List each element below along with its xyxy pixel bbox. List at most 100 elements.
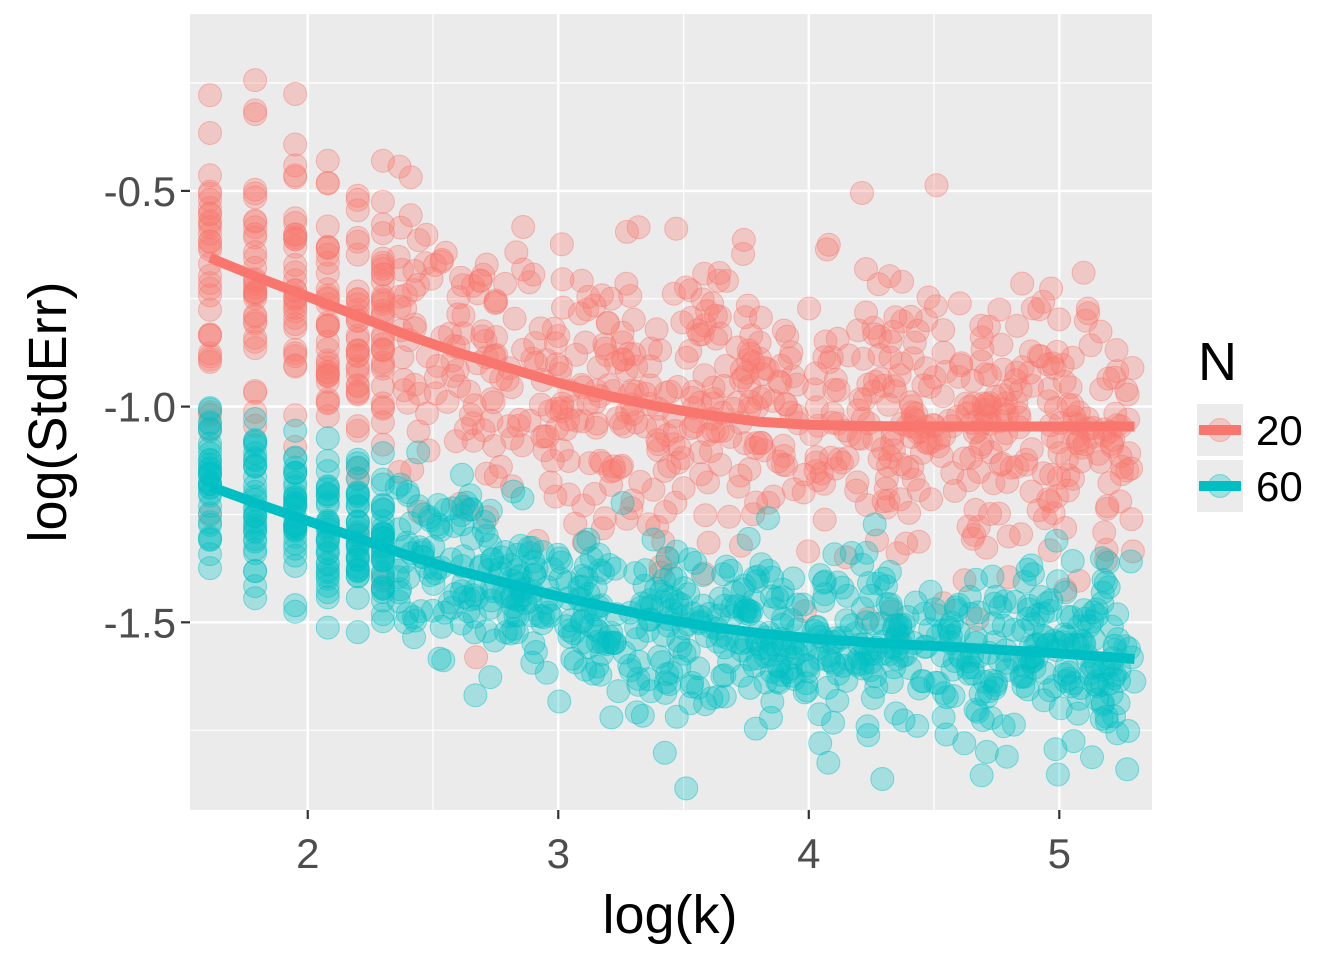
data-point xyxy=(804,445,829,470)
data-point xyxy=(283,455,308,480)
data-point xyxy=(717,649,742,674)
data-point xyxy=(370,588,395,613)
data-point xyxy=(401,605,426,630)
data-point xyxy=(808,731,833,756)
data-point xyxy=(747,330,772,355)
data-point xyxy=(796,539,821,564)
data-point xyxy=(530,424,555,449)
data-point xyxy=(701,386,726,411)
data-point xyxy=(387,459,412,484)
data-point xyxy=(315,148,340,173)
data-point xyxy=(449,611,474,636)
data-point xyxy=(645,514,670,539)
data-point xyxy=(918,579,943,604)
data-point xyxy=(536,600,561,625)
data-point xyxy=(1072,432,1097,457)
data-point xyxy=(941,684,966,708)
data-point xyxy=(450,273,475,298)
data-point xyxy=(618,658,643,683)
data-point xyxy=(370,262,395,287)
data-point xyxy=(283,531,308,556)
data-point xyxy=(626,649,651,674)
data-point xyxy=(541,316,566,341)
data-point xyxy=(448,491,473,516)
data-point xyxy=(655,662,680,687)
data-point xyxy=(493,540,518,564)
data-point xyxy=(878,329,903,354)
data-point xyxy=(462,393,487,418)
data-point xyxy=(989,332,1014,357)
data-point xyxy=(1020,373,1045,398)
data-point xyxy=(809,461,834,486)
data-point xyxy=(493,620,518,645)
data-point xyxy=(505,542,530,567)
data-point xyxy=(581,661,606,686)
data-point xyxy=(1071,260,1096,285)
data-point xyxy=(638,354,663,379)
data-point xyxy=(435,389,460,414)
data-point xyxy=(283,222,308,247)
data-point xyxy=(1115,757,1140,782)
data-point xyxy=(426,493,451,517)
data-point xyxy=(781,566,806,591)
data-point xyxy=(315,359,340,384)
data-point xyxy=(970,708,995,732)
data-point xyxy=(502,306,527,331)
data-point xyxy=(1036,352,1061,377)
data-point xyxy=(807,646,832,671)
data-point xyxy=(423,365,448,390)
data-point xyxy=(718,424,743,449)
data-point xyxy=(983,672,1008,697)
data-point xyxy=(988,452,1013,477)
data-point xyxy=(243,336,268,361)
smooth-lines xyxy=(208,253,1135,664)
data-point xyxy=(283,227,308,252)
x-tick-label: 2 xyxy=(296,830,319,877)
data-point xyxy=(600,630,625,655)
data-point xyxy=(570,630,595,655)
data-point xyxy=(876,392,901,417)
data-point xyxy=(830,575,855,600)
data-point xyxy=(1001,712,1026,737)
data-point xyxy=(345,557,370,582)
data-point xyxy=(243,215,268,240)
data-point xyxy=(862,512,887,537)
data-point xyxy=(747,346,772,371)
data-point xyxy=(588,558,612,583)
data-point xyxy=(741,588,766,613)
data-point xyxy=(748,305,773,330)
data-point xyxy=(243,537,268,562)
data-point xyxy=(1032,625,1057,650)
data-point xyxy=(283,211,308,235)
data-point xyxy=(662,419,687,443)
data-point xyxy=(576,635,601,660)
data-point xyxy=(1102,704,1126,729)
data-point xyxy=(1036,487,1061,512)
data-point xyxy=(644,317,669,342)
data-point xyxy=(859,583,884,608)
data-point xyxy=(538,603,563,628)
data-point xyxy=(590,283,614,308)
data-point xyxy=(963,497,988,522)
data-point xyxy=(948,353,973,378)
data-point xyxy=(992,589,1017,614)
data-point xyxy=(899,394,924,419)
data-point xyxy=(750,362,774,387)
data-point xyxy=(610,320,635,345)
data-point xyxy=(791,592,816,617)
data-point xyxy=(198,441,222,466)
data-point xyxy=(737,602,762,627)
data-point xyxy=(874,466,899,491)
data-point xyxy=(1009,522,1034,547)
data-point xyxy=(315,481,340,506)
data-point xyxy=(736,526,761,551)
data-point xyxy=(983,384,1008,409)
data-point xyxy=(626,215,651,240)
data-point xyxy=(283,225,308,250)
data-point xyxy=(544,396,569,421)
data-point xyxy=(1032,660,1057,685)
data-point xyxy=(644,576,669,601)
data-point xyxy=(591,560,615,585)
data-point xyxy=(913,356,938,381)
data-point xyxy=(506,413,531,438)
